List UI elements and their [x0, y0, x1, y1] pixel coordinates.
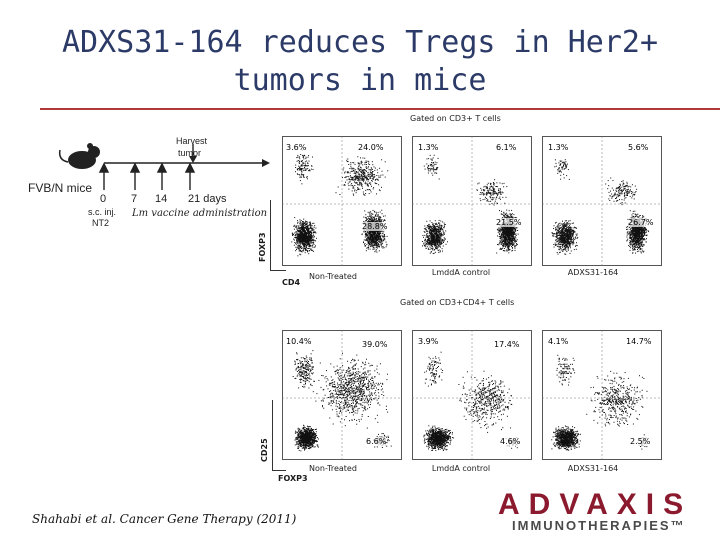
top-x-axis: [270, 270, 286, 271]
title-line-1: ADXS31-164 reduces Tregs in Her2+: [61, 25, 659, 60]
quadrant-gates: [282, 136, 402, 266]
bottom-2-ur: 17.4%: [494, 340, 520, 349]
title-divider: [40, 108, 720, 110]
event-dots: [423, 351, 520, 451]
bottom-1-lr: 6.6%: [366, 437, 387, 446]
harvest-label-2: tumor: [178, 148, 202, 158]
advaxis-logo-subtitle: IMMUNOTHERAPIES™: [512, 518, 686, 533]
injection-label-2: NT2: [92, 218, 110, 228]
title-line-2: tumors in mice: [233, 63, 487, 98]
bottom-1-ur: 39.0%: [362, 340, 388, 349]
top-1-ul: 3.6%: [286, 143, 307, 152]
injection-label-1: s.c. inj.: [88, 207, 117, 217]
harvest-label-1: Harvest: [176, 136, 208, 146]
top-y-label: FOXP3: [258, 232, 267, 262]
bottom-2-ul: 3.9%: [418, 337, 439, 346]
bottom-3-lr: 2.5%: [630, 437, 651, 446]
advaxis-logo: ADVAXIS: [498, 488, 693, 521]
top-3-ur: 5.6%: [628, 143, 649, 152]
top-1-group: Non-Treated: [309, 272, 357, 281]
day-14: 14: [155, 193, 168, 205]
top-3-ul: 1.3%: [548, 143, 569, 152]
top-1-ur: 24.0%: [358, 143, 384, 152]
bottom-x-axis: [272, 470, 286, 471]
slide-title: ADXS31-164 reduces Tregs in Her2+ tumors…: [40, 24, 680, 100]
flow-panel-top-3: [542, 136, 662, 266]
day-7: 7: [131, 193, 138, 205]
top-2-ur: 6.1%: [496, 143, 517, 152]
top-1-lr: 28.8%: [362, 222, 388, 231]
bottom-2-group: LmddA control: [431, 464, 491, 473]
top-2-ul: 1.3%: [418, 143, 439, 152]
bottom-2-lr: 4.6%: [500, 437, 521, 446]
citation: Shahabi et al. Cancer Gene Therapy (2011…: [32, 512, 297, 526]
top-gate-label: Gated on CD3+ T cells: [410, 114, 501, 123]
event-dots: [551, 354, 648, 451]
top-x-label: CD4: [282, 278, 301, 287]
bottom-1-group: Non-Treated: [309, 464, 357, 473]
bottom-3-ur: 14.7%: [626, 337, 652, 346]
bottom-3-group: ADXS31-164: [567, 464, 619, 473]
timeline-drawing: [58, 143, 270, 190]
quadrant-gates: [282, 330, 402, 460]
flow-dots-top-1: [282, 136, 402, 266]
bottom-3-ul: 4.1%: [548, 337, 569, 346]
flow-dots-top-3: [542, 136, 662, 266]
day-0: 0: [100, 193, 107, 205]
bottom-1-ul: 10.4%: [286, 337, 312, 346]
bottom-y-axis: [272, 400, 273, 470]
bottom-y-label: CD25: [260, 438, 269, 462]
flow-dots-top-2: [412, 136, 532, 266]
quadrant-gates: [542, 136, 662, 266]
flow-panel-top-1: [282, 136, 402, 266]
top-3-group: ADXS31-164: [567, 268, 619, 277]
top-y-axis: [270, 200, 271, 270]
event-dots: [292, 350, 392, 452]
quadrant-gates: [542, 330, 662, 460]
bottom-gate-label: Gated on CD3+CD4+ T cells: [400, 298, 515, 307]
day-21: 21 days: [188, 193, 227, 205]
quadrant-gates: [412, 330, 532, 460]
quadrant-gates: [412, 136, 532, 266]
top-3-lr: 26.7%: [628, 218, 654, 227]
top-2-lr: 21.5%: [496, 218, 522, 227]
mouse-icon: [58, 143, 100, 169]
vaccine-label: Lm vaccine administration: [132, 208, 268, 219]
top-2-group: LmddA control: [431, 268, 491, 277]
bottom-x-label: FOXP3: [278, 474, 308, 483]
strain-label: FVB/N mice: [28, 181, 93, 195]
flow-panel-top-2: [412, 136, 532, 266]
